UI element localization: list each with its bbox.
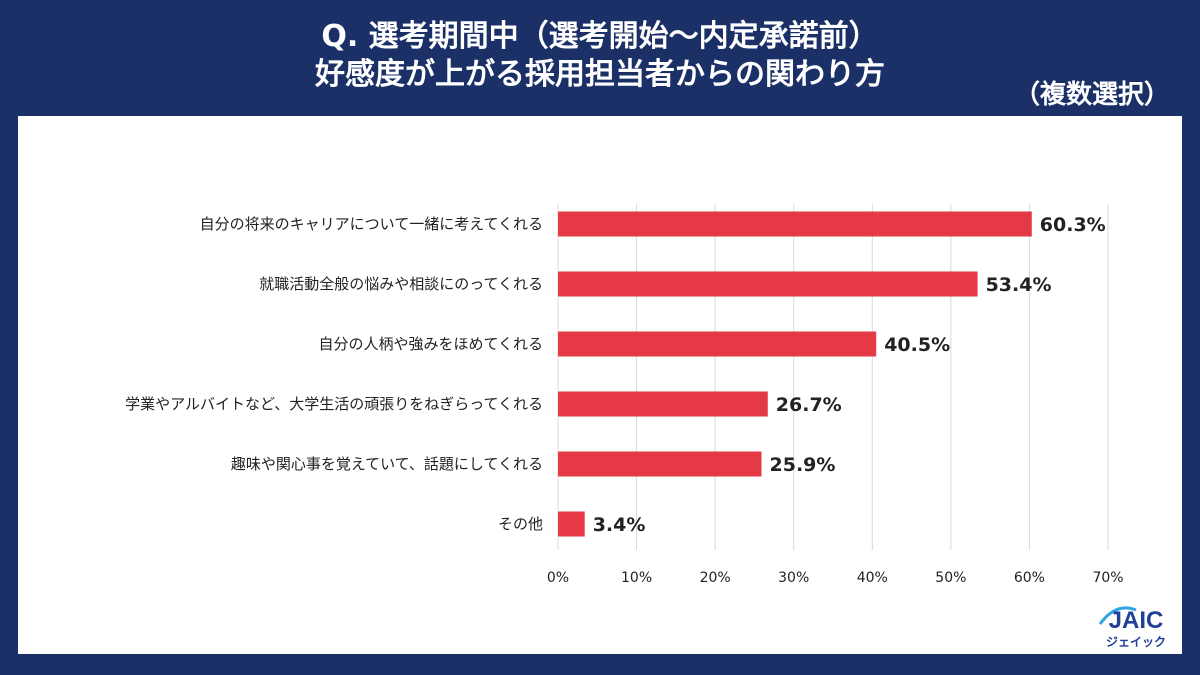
title-line-2: 好感度が上がる採用担当者からの関わり方 (315, 57, 885, 92)
category-label: 趣味や関心事を覚えていて、話題にしてくれる (231, 455, 543, 473)
title-line-1: Q. 選考期間中（選考開始〜内定承諾前） (321, 19, 879, 54)
chart-title: Q. 選考期間中（選考開始〜内定承諾前） 好感度が上がる採用担当者からの関わり方 (0, 18, 1200, 94)
logo-kana: ジェイック (1106, 635, 1166, 649)
category-label: 学業やアルバイトなど、大学生活の頑張りをねぎらってくれる (125, 395, 543, 413)
x-tick-label: 20% (700, 570, 731, 586)
x-tick-label: 0% (547, 570, 569, 586)
x-tick-label: 40% (857, 570, 888, 586)
x-tick-label: 50% (935, 570, 966, 586)
bar (558, 331, 877, 357)
value-label: 53.4% (986, 274, 1052, 296)
value-label: 26.7% (776, 394, 842, 416)
bar (558, 271, 978, 297)
x-tick-label: 30% (778, 570, 809, 586)
bar (558, 391, 768, 417)
bar-chart: 0% 10% 20% 30% 40% 50% 60% 70% 自分の将来のキャリアについて一緒に… (125, 204, 1124, 586)
jaic-logo: JAIC ジェイック (1098, 606, 1166, 649)
value-label: 40.5% (884, 334, 950, 356)
bar (558, 451, 762, 477)
category-label: その他 (498, 515, 543, 533)
value-label: 3.4% (593, 514, 646, 536)
category-label: 自分の人柄や強みをほめてくれる (318, 335, 543, 353)
value-label: 25.9% (770, 454, 836, 476)
chart-panel: 0% 10% 20% 30% 40% 50% 60% 70% 自分の将来のキャリアについて一緒に… (18, 116, 1182, 654)
bar (558, 211, 1032, 237)
value-label: 60.3% (1040, 214, 1106, 236)
multiple-choice-note: （複数選択） (1013, 80, 1170, 110)
logo-mark: JAIC (1109, 607, 1164, 634)
x-tick-label: 60% (1014, 570, 1045, 586)
x-tick-label: 10% (621, 570, 652, 586)
x-tick-label: 70% (1092, 570, 1123, 586)
logo-swoosh-icon (1098, 606, 1137, 625)
bar (558, 511, 585, 537)
category-label: 自分の将来のキャリアについて一緒に考えてくれる (200, 215, 543, 233)
category-label: 就職活動全般の悩みや相談にのってくれる (259, 275, 543, 293)
